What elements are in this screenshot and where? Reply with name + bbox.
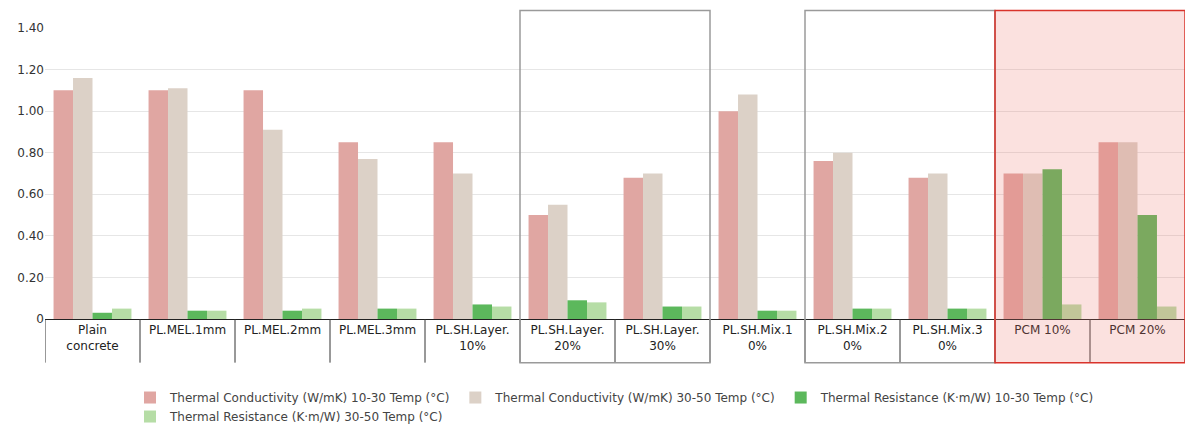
svg-text:PL.SH.Layer.10%: PL.SH.Layer.10% [435,323,509,353]
svg-text:Thermal Conductivity (W/mK) 30: Thermal Conductivity (W/mK) 30-50 Temp (… [494,391,774,405]
svg-text:Thermal Conductivity (W/mK) 10: Thermal Conductivity (W/mK) 10-30 Temp (… [169,391,449,405]
svg-text:Thermal Resistance (K·m/W) 30-: Thermal Resistance (K·m/W) 30-50 Temp (°… [169,410,442,424]
svg-text:1.40: 1.40 [17,21,44,35]
svg-text:0.20: 0.20 [17,271,44,285]
svg-text:1.20: 1.20 [17,63,44,77]
svg-text:0.60: 0.60 [17,187,44,201]
svg-text:0: 0 [36,312,44,326]
svg-text:PL.SH.Mix.20%: PL.SH.Mix.20% [817,323,887,353]
svg-text:PL.MEL.1mm: PL.MEL.1mm [149,323,226,337]
svg-text:PL.SH.Mix.10%: PL.SH.Mix.10% [722,323,792,353]
svg-text:PL.MEL.3mm: PL.MEL.3mm [339,323,416,337]
svg-text:PL.SH.Layer.20%: PL.SH.Layer.20% [530,323,604,353]
svg-text:0.40: 0.40 [17,229,44,243]
svg-text:PL.SH.Layer.30%: PL.SH.Layer.30% [625,323,699,353]
svg-text:Thermal Resistance (K·m/W) 10-: Thermal Resistance (K·m/W) 10-30 Temp (°… [820,391,1093,405]
svg-text:0.80: 0.80 [17,146,44,160]
svg-text:PL.SH.Mix.30%: PL.SH.Mix.30% [912,323,982,353]
svg-text:PL.MEL.2mm: PL.MEL.2mm [244,323,321,337]
svg-text:PCM 20%: PCM 20% [1109,323,1165,337]
svg-text:Plainconcrete: Plainconcrete [66,323,118,353]
svg-text:1.00: 1.00 [17,104,44,118]
svg-text:PCM 10%: PCM 10% [1014,323,1070,337]
